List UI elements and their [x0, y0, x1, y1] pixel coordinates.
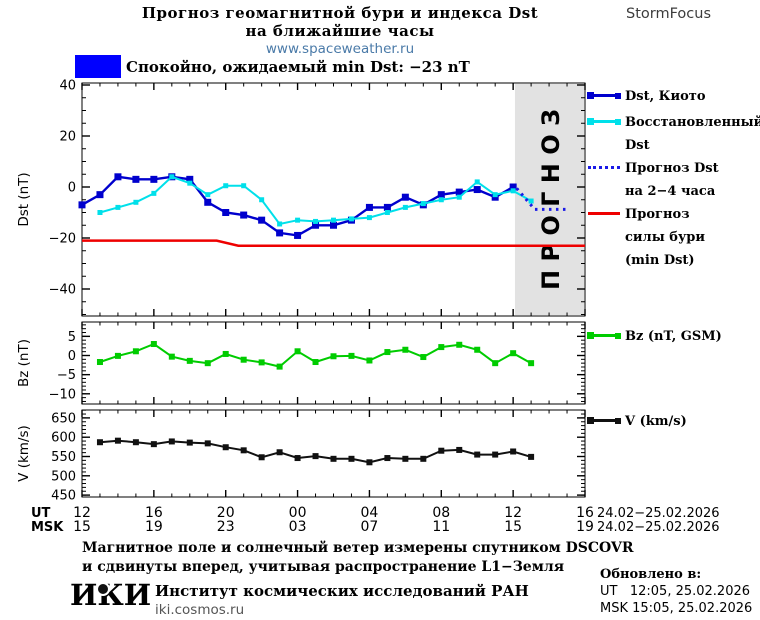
iki-logo: ИКИ: [70, 578, 152, 612]
panel-bz: 5 0 −5 −10 Bz (nT): [16, 321, 586, 405]
status-text: Спокойно, ожидаемый min Dst: −23 nT: [126, 58, 470, 76]
v-line-sample: [587, 417, 621, 424]
x-tick-label: 08: [432, 505, 450, 521]
x-tick-label: 04: [361, 505, 379, 521]
x-tick-label: 00: [289, 505, 307, 521]
legend-label: Прогноз силы бури (min Dst): [625, 207, 706, 268]
updated-msk: MSK 15:05, 25.02.2026: [600, 601, 753, 616]
series-v: [96, 437, 535, 466]
legend-label: V (km/s): [625, 414, 687, 429]
x-tick-label: 03: [289, 519, 307, 535]
title-block: Прогноз геомагнитной бури и индекса Dst …: [60, 4, 620, 57]
x-tick-label: 12: [504, 505, 522, 521]
panel-dst: П Р О Г Н О З 40 20 0 −20 −40 Dst (nT): [16, 79, 586, 317]
y-tick-label: 0: [68, 349, 76, 364]
data-source-note: Магнитное поле и солнечный ветер измерен…: [82, 540, 634, 575]
y-tick-label: −5: [57, 368, 76, 383]
x-tick-label: 19: [576, 519, 594, 535]
updated-ut: UT 12:05, 25.02.2026: [600, 584, 751, 599]
legend-label: Dst, Киото: [625, 89, 706, 104]
y-tick-label: 0: [68, 181, 76, 196]
y-tick-label: 450: [51, 489, 76, 504]
series-dst-forecast: [515, 187, 567, 211]
legend-item-kyoto: Dst, Киото: [587, 85, 706, 108]
y-tick-label: 500: [51, 469, 76, 484]
spaceweather-link[interactable]: www.spaceweather.ru: [265, 41, 415, 57]
x-tick-label: 19: [145, 519, 163, 535]
restored-line-sample: [587, 118, 621, 125]
y-tick-label: 650: [51, 411, 76, 426]
y-axis-label: Bz (nT): [16, 339, 32, 387]
y-tick-label: −40: [49, 283, 76, 298]
updated-label: Обновлено в:: [600, 567, 702, 582]
legend-item-bz: Bz (nT, GSM): [587, 325, 722, 348]
y-tick-label: −10: [49, 387, 76, 402]
org-block: Институт космических исследований РАН ik…: [155, 582, 529, 618]
legend-item-v: V (km/s): [587, 410, 687, 433]
brand-label: StormFocus: [626, 6, 712, 22]
x-tick-label: 15: [73, 519, 91, 535]
iki-site-link[interactable]: iki.cosmos.ru: [155, 602, 245, 618]
y-tick-label: 20: [59, 130, 76, 145]
panel-frame: [81, 82, 586, 317]
dst-forecast-line-sample: [588, 166, 620, 169]
y-tick-label: −20: [49, 232, 76, 247]
x-axis-row-label: MSK: [31, 520, 64, 535]
y-tick-label: 40: [59, 79, 76, 94]
panel-v: 650 600 550 500 450 V (km/s): [16, 409, 586, 504]
status-color-swatch: [75, 55, 121, 78]
y-tick-label: 600: [51, 431, 76, 446]
bz-line-sample: [587, 332, 621, 339]
series-bz: [96, 341, 535, 370]
y-tick-label: 5: [68, 330, 76, 345]
x-axis-date: 24.02−25.02.2026: [597, 506, 720, 521]
legend-label: Восстановленный Dst: [625, 115, 760, 153]
legend-label: Bz (nT, GSM): [625, 329, 722, 344]
page-title: Прогноз геомагнитной бури и индекса Dst: [141, 4, 539, 22]
x-tick-label: 12: [73, 505, 91, 521]
storm-line-sample: [588, 212, 620, 215]
legend-label: Прогноз Dst на 2−4 часа: [625, 161, 719, 199]
x-tick-label: 15: [504, 519, 522, 535]
satellite-icon: [96, 582, 110, 596]
series-kyoto: [78, 173, 517, 239]
x-tick-label: 11: [432, 519, 450, 535]
x-tick-label: 16: [145, 505, 163, 521]
legend-item-storm-forecast: Прогноз силы бури (min Dst): [588, 203, 705, 272]
panel-frame: [81, 409, 586, 498]
x-tick-label: 20: [217, 505, 235, 521]
x-tick-label: 16: [576, 505, 594, 521]
series-storm-forecast: [82, 239, 585, 247]
kyoto-line-sample: [587, 92, 621, 99]
page-subtitle: на ближайшие часы: [245, 22, 435, 40]
series-restored: [97, 174, 534, 227]
updated-block: Обновлено в: UT 12:05, 25.02.2026 MSK 15…: [600, 566, 752, 617]
org-name: Институт космических исследований РАН: [155, 582, 529, 600]
y-axis-label: V (km/s): [16, 425, 32, 482]
legend-item-restored: Восстановленный Dst: [587, 111, 760, 157]
legend-item-dst-forecast: Прогноз Dst на 2−4 часа: [588, 157, 719, 203]
x-tick-label: 23: [217, 519, 235, 535]
panel-frame: [81, 321, 586, 405]
y-axis-label: Dst (nT): [16, 172, 32, 226]
forecast-zone-label: П Р О Г Н О З: [537, 109, 565, 290]
x-axis-row-label: UT: [31, 506, 51, 521]
x-axis-date: 24.02−25.02.2026: [597, 520, 720, 535]
y-tick-label: 550: [51, 450, 76, 465]
x-tick-label: 07: [361, 519, 379, 535]
